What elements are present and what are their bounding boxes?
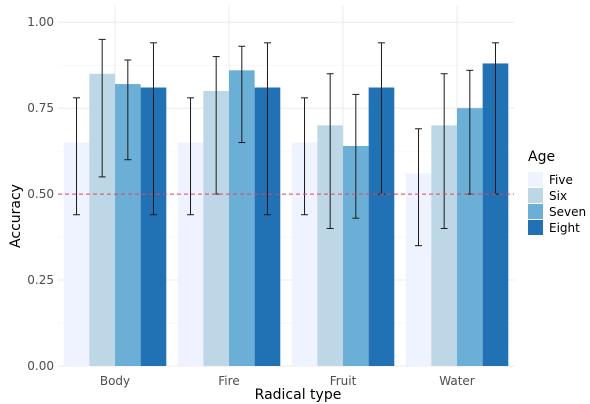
y-tick-labels: 0.00 0.25 0.50 0.75 1.00 (27, 15, 54, 373)
error-bar (124, 59, 132, 161)
error-bar (98, 38, 106, 178)
y-tick-label: 0.00 (27, 359, 54, 373)
legend-swatch (528, 204, 543, 219)
legend-swatch (528, 172, 543, 187)
y-axis-title: Accuracy (8, 184, 24, 248)
error-bar (326, 73, 334, 229)
x-tick-label: Water (439, 374, 475, 388)
x-tick-label: Body (100, 374, 130, 388)
error-bar (301, 97, 309, 216)
error-bar (440, 73, 448, 229)
x-tick-label: Fruit (330, 374, 357, 388)
bars (63, 63, 509, 367)
error-bar (263, 42, 271, 216)
error-bar (415, 128, 423, 247)
error-bar (187, 97, 195, 216)
error-bar (352, 93, 360, 219)
x-tick-labels: Body Fire Fruit Water (100, 374, 475, 388)
legend-label: Eight (549, 221, 580, 235)
y-tick-label: 0.50 (27, 187, 54, 201)
y-tick-label: 0.25 (27, 273, 54, 287)
x-axis-title: Radical type (255, 387, 342, 403)
legend-swatch (528, 220, 543, 235)
y-tick-label: 0.75 (27, 101, 54, 115)
error-bar (238, 45, 246, 144)
legend-swatch (528, 188, 543, 203)
legend-label: Seven (549, 205, 586, 219)
error-bars (73, 38, 499, 247)
legend-label: Six (549, 189, 567, 203)
legend: Age Five Six Seven Eight (528, 149, 586, 235)
error-bar (73, 97, 81, 216)
legend-title: Age (528, 149, 555, 165)
x-tick-label: Fire (218, 374, 239, 388)
y-tick-label: 1.00 (27, 15, 54, 29)
error-bar (149, 42, 157, 216)
legend-label: Five (549, 173, 573, 187)
